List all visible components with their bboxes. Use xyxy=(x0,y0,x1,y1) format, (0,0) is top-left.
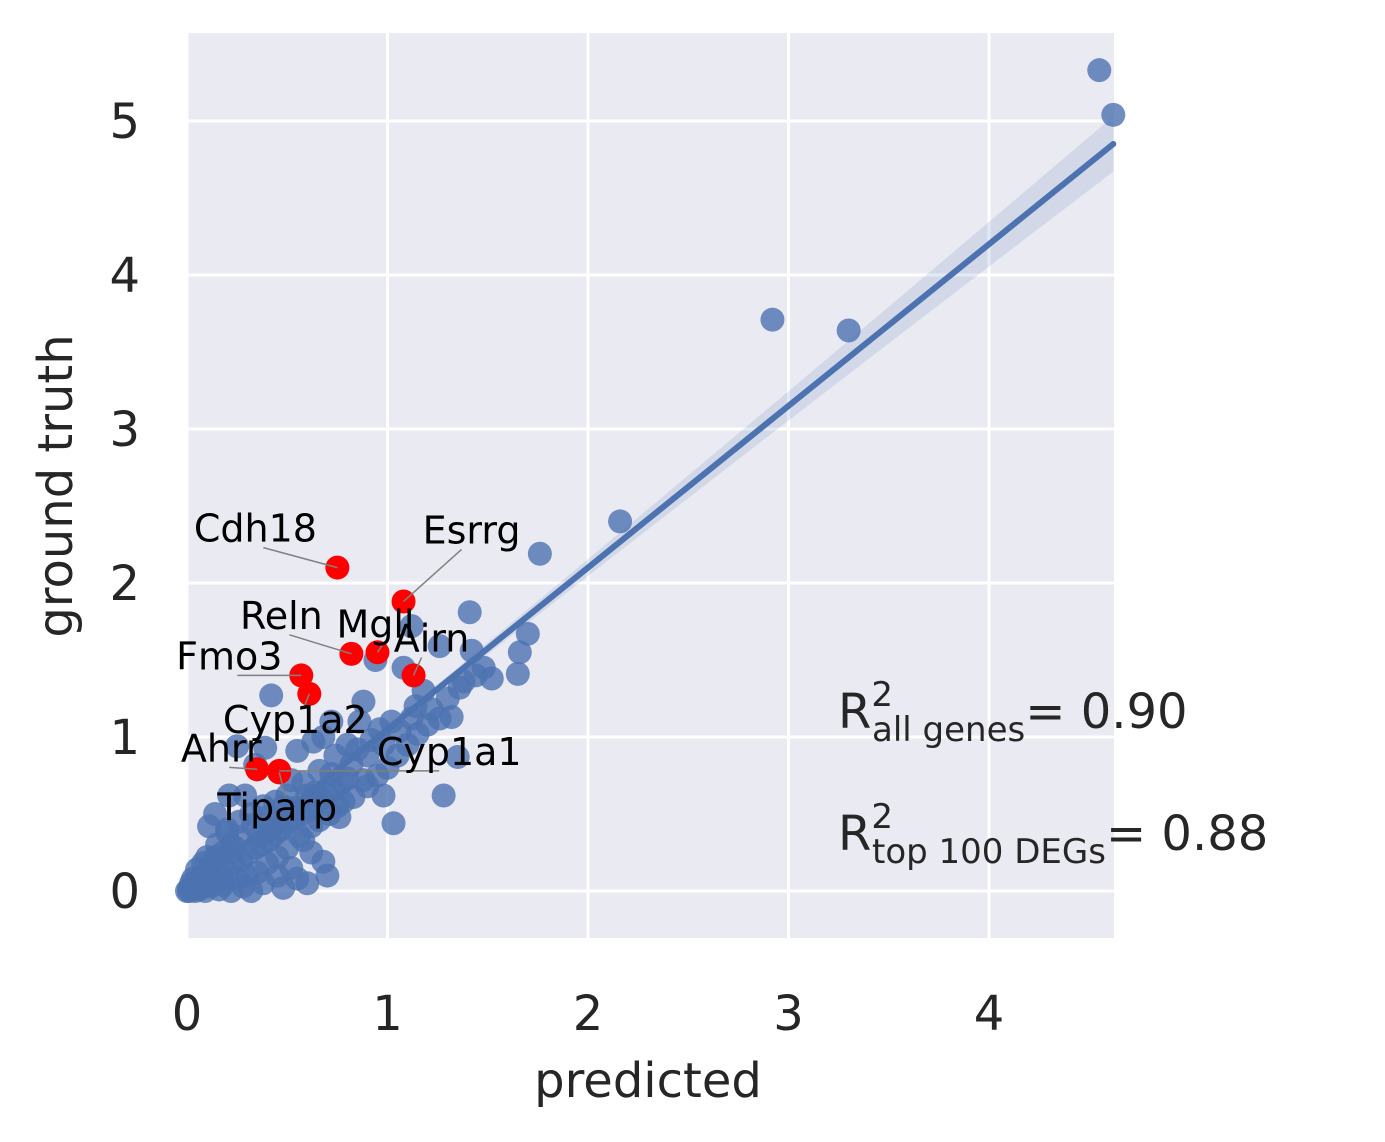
gene-leader-line xyxy=(263,546,338,569)
x-tick-label: 0 xyxy=(172,986,203,1042)
data-point xyxy=(225,734,250,759)
gene-label: Cdh18 xyxy=(194,507,317,551)
data-point xyxy=(239,879,264,903)
gene-leader-line xyxy=(302,693,311,710)
x-tick-labels: 0 1 2 3 4 xyxy=(172,986,1005,1042)
y-tick-label: 3 xyxy=(109,402,140,458)
data-point xyxy=(836,318,861,343)
gene-leader-line xyxy=(278,772,286,797)
r2-all-genes: R2 all genes= 0.90 xyxy=(838,675,1188,750)
data-point xyxy=(347,709,372,734)
data-point xyxy=(351,689,376,714)
data-point xyxy=(381,811,406,836)
r2-annotations: R2 all genes= 0.90 R2 top 100 DEGs= 0.88 xyxy=(838,675,1268,872)
y-tick-label: 4 xyxy=(109,248,140,304)
data-point xyxy=(427,634,452,659)
r2-all-base: R xyxy=(838,684,871,740)
gene-leader-line xyxy=(229,766,258,771)
gene-label: Esrrg xyxy=(423,508,521,552)
x-axis-label: predicted xyxy=(534,1053,762,1109)
data-point xyxy=(1101,102,1126,127)
r2-top-degs: R2 top 100 DEGs= 0.88 xyxy=(838,797,1268,872)
gene-leader-line xyxy=(376,642,385,653)
r2-deg-sub: top 100 DEGs xyxy=(872,832,1106,872)
data-point xyxy=(197,814,222,839)
data-point xyxy=(271,875,296,900)
data-point xyxy=(608,509,633,534)
data-point xyxy=(1087,58,1112,83)
data-point xyxy=(295,871,320,896)
gene-label: Tiparp xyxy=(216,785,337,829)
data-point xyxy=(760,307,785,332)
gene-label: Cyp1a1 xyxy=(377,730,522,774)
gene-label: Mgll xyxy=(336,602,414,646)
y-tick-label: 2 xyxy=(109,556,140,612)
data-point xyxy=(315,863,340,888)
data-point xyxy=(505,661,530,686)
r2-all-sub: all genes xyxy=(872,710,1025,750)
grid-lines xyxy=(185,33,1114,938)
data-point xyxy=(527,541,552,566)
data-point xyxy=(445,745,470,770)
x-tick-label: 1 xyxy=(372,986,403,1042)
x-tick-label: 2 xyxy=(573,986,604,1042)
data-point xyxy=(457,600,482,625)
gene-label: Fmo3 xyxy=(176,634,282,678)
gene-leader-line xyxy=(412,657,423,676)
gene-label: Reln xyxy=(240,594,323,638)
y-tick-label: 0 xyxy=(109,864,140,920)
data-point xyxy=(217,783,242,808)
gene-label: Cyp1a2 xyxy=(223,698,368,742)
data-point xyxy=(515,621,540,646)
x-tick-label: 4 xyxy=(974,986,1005,1042)
gene-leader-line xyxy=(403,548,463,603)
r2-all-sup: 2 xyxy=(871,675,893,715)
r2-all-value: = 0.90 xyxy=(1025,684,1187,740)
data-point xyxy=(507,640,532,665)
data-point xyxy=(471,655,496,680)
regression-line xyxy=(184,140,1117,894)
y-axis-label: ground truth xyxy=(28,334,84,637)
x-tick-label: 3 xyxy=(773,986,804,1042)
y-tick-label: 5 xyxy=(109,94,140,150)
gene-leader-line xyxy=(289,634,352,655)
data-point xyxy=(285,738,310,763)
data-point xyxy=(431,783,456,808)
r2-deg-sup: 2 xyxy=(871,797,893,837)
data-point xyxy=(399,614,424,639)
data-point xyxy=(259,683,284,708)
gene-label: Ahrr xyxy=(181,726,262,770)
r2-deg-base: R xyxy=(838,806,871,862)
y-tick-labels: 0 1 2 3 4 5 xyxy=(109,94,140,920)
gene-label: Airn xyxy=(394,616,470,660)
r2-deg-value: = 0.88 xyxy=(1106,806,1268,862)
regression-fit-line xyxy=(184,140,1117,894)
y-tick-label: 1 xyxy=(109,710,140,766)
